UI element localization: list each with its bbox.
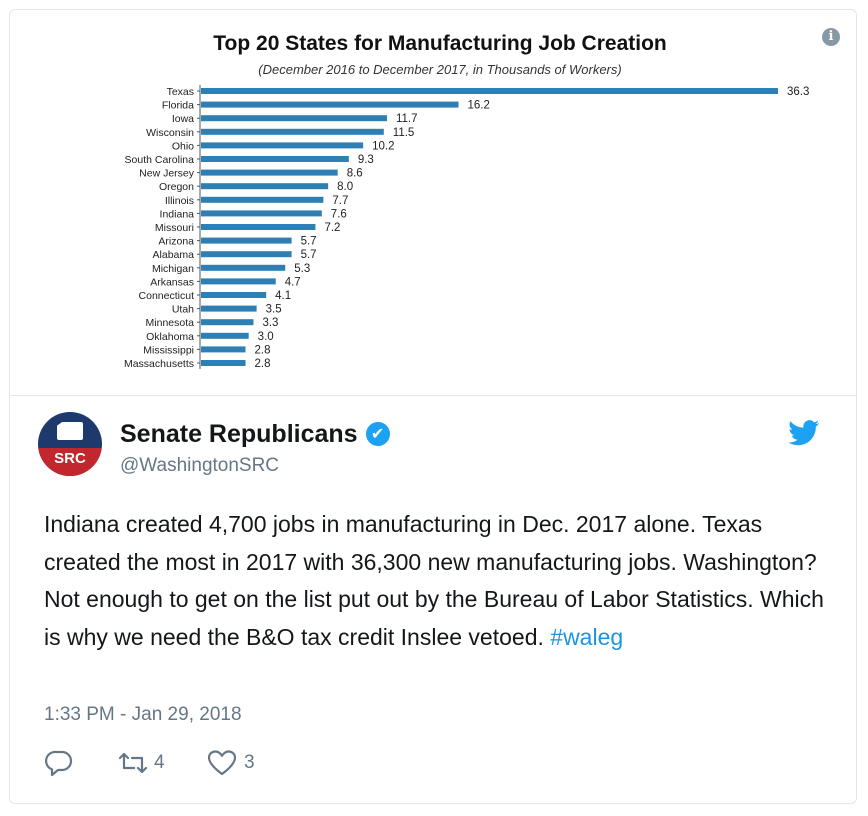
bar — [201, 346, 246, 353]
bar-chart: Texas 36.3 Florida 16.2 Iowa 11.7 Wisconsin 11.… — [124, 85, 809, 370]
tweet-text: Indiana created 4,700 jobs in manufactur… — [44, 506, 834, 656]
bar — [201, 292, 267, 298]
bar — [201, 319, 254, 326]
data-label: 5.7 — [301, 249, 317, 261]
bar — [201, 264, 286, 271]
category-label: Indiana — [160, 208, 195, 220]
bar — [201, 305, 257, 312]
data-label: 2.8 — [255, 344, 271, 356]
bar — [201, 210, 322, 217]
data-label: 11.5 — [393, 127, 415, 139]
data-label: 9.3 — [358, 154, 374, 166]
category-label: Utah — [172, 304, 194, 316]
category-label: Texas — [167, 86, 194, 98]
retweet-button[interactable]: 4 — [116, 748, 165, 778]
data-label: 36.3 — [787, 86, 809, 98]
bar — [201, 115, 387, 122]
category-label: Ohio — [172, 140, 194, 152]
category-label: Michigan — [152, 263, 194, 275]
data-label: 8.0 — [337, 181, 353, 193]
bar — [201, 196, 324, 203]
chart-title: Top 20 States for Manufacturing Job Crea… — [213, 32, 667, 55]
author-name-text[interactable]: Senate Republicans — [120, 420, 358, 448]
bar — [201, 169, 338, 176]
avatar[interactable]: SRC — [38, 412, 102, 476]
tweet-card: Top 20 States for Manufacturing Job Crea… — [9, 9, 857, 804]
bar — [201, 278, 276, 285]
retweet-count: 4 — [154, 752, 165, 773]
washington-state-icon — [57, 422, 83, 440]
reply-button[interactable] — [44, 748, 74, 778]
bar — [201, 88, 778, 94]
bar — [201, 101, 459, 108]
bar — [201, 128, 384, 135]
data-label: 8.6 — [347, 168, 363, 180]
bar — [201, 142, 364, 149]
data-label: 7.2 — [324, 222, 340, 234]
data-label: 5.3 — [294, 263, 310, 275]
avatar-logo-text: SRC — [54, 450, 86, 467]
bar — [201, 251, 292, 258]
tweet-text-body: Indiana created 4,700 jobs in manufactur… — [44, 511, 824, 650]
author-name[interactable]: Senate Republicans ✔ — [120, 420, 390, 449]
data-label: 10.2 — [372, 140, 394, 152]
heart-icon — [207, 750, 237, 776]
retweet-icon — [118, 752, 148, 774]
category-label: Arkansas — [150, 276, 194, 288]
category-label: Illinois — [165, 195, 194, 207]
category-label: Massachusetts — [124, 358, 194, 370]
category-label: New Jersey — [139, 168, 195, 180]
category-label: Mississippi — [143, 344, 194, 356]
category-label: Florida — [162, 100, 194, 112]
category-label: Oregon — [159, 181, 194, 193]
data-label: 2.8 — [255, 358, 271, 370]
data-label: 3.0 — [258, 331, 274, 343]
data-label: 4.7 — [285, 276, 301, 288]
category-label: Oklahoma — [146, 331, 194, 343]
tweet-timestamp[interactable]: 1:33 PM - Jan 29, 2018 — [44, 704, 242, 725]
like-button[interactable]: 3 — [206, 748, 255, 778]
bar — [201, 183, 329, 190]
category-label: Connecticut — [139, 290, 195, 302]
category-label: Iowa — [172, 113, 194, 125]
bar — [201, 224, 316, 230]
category-label: Wisconsin — [146, 127, 194, 139]
category-label: Missouri — [155, 222, 194, 234]
data-label: 16.2 — [468, 100, 490, 112]
reply-icon — [45, 750, 73, 777]
category-label: Minnesota — [146, 317, 195, 329]
author-handle[interactable]: @WashingtonSRC — [120, 455, 280, 476]
twitter-bird-icon[interactable] — [788, 420, 820, 446]
category-label: South Carolina — [125, 154, 195, 166]
data-label: 11.7 — [396, 113, 418, 125]
data-label: 3.3 — [262, 317, 278, 329]
category-label: Alabama — [153, 249, 195, 261]
bar — [201, 237, 292, 244]
bar — [201, 332, 249, 339]
hashtag-link[interactable]: #waleg — [550, 623, 624, 650]
like-count: 3 — [244, 752, 255, 773]
tweet-media-image[interactable]: Top 20 States for Manufacturing Job Crea… — [10, 10, 856, 396]
info-icon[interactable]: i — [822, 28, 840, 46]
data-label: 7.7 — [332, 195, 348, 207]
category-label: Arizona — [158, 236, 194, 248]
verified-badge-icon: ✔ — [365, 422, 390, 446]
data-label: 5.7 — [301, 236, 317, 248]
data-label: 3.5 — [266, 304, 282, 316]
data-label: 7.6 — [331, 208, 347, 220]
bar — [201, 156, 349, 162]
data-label: 4.1 — [275, 290, 291, 302]
bar — [201, 360, 246, 366]
chart-subtitle: (December 2016 to December 2017, in Thou… — [258, 62, 622, 77]
